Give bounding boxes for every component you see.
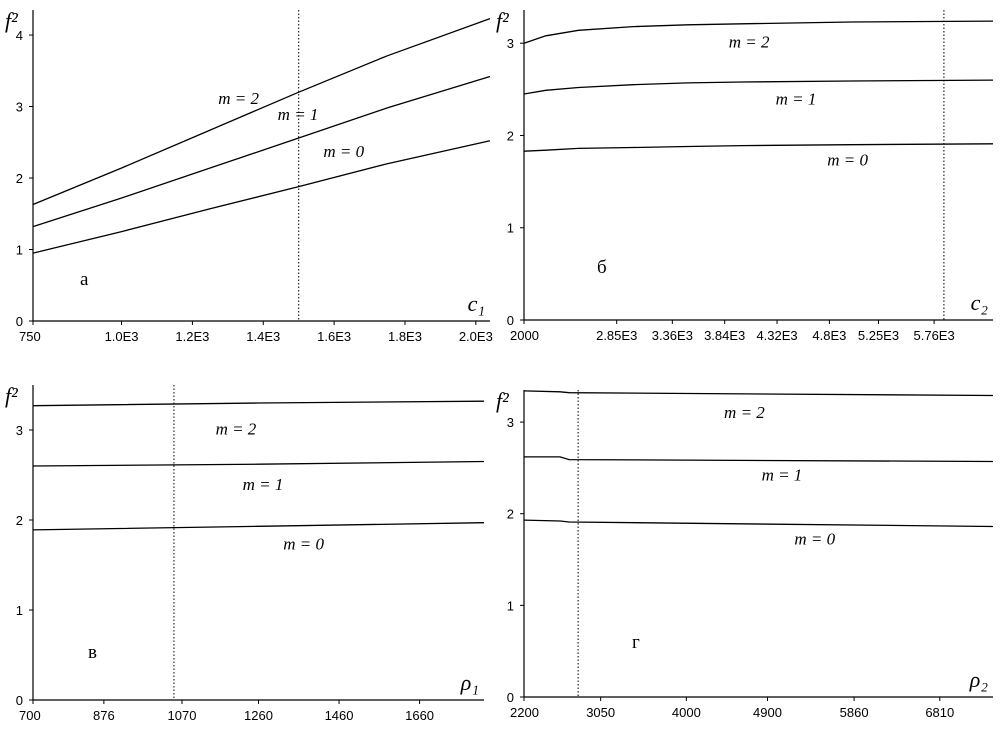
x-tick-label: 5.76E3 xyxy=(914,328,955,343)
x-axis-label: ρ₂ xyxy=(969,667,989,692)
x-tick-label: 876 xyxy=(93,708,115,723)
y-tick-label: 3 xyxy=(507,36,514,51)
x-tick-label: 1460 xyxy=(325,708,354,723)
panel-label: а xyxy=(80,269,89,290)
y-tick-label: 0 xyxy=(16,314,23,329)
y-tick-label: 0 xyxy=(507,690,514,705)
curve-label: m = 2 xyxy=(729,33,770,52)
x-tick-label: 3.36E3 xyxy=(652,328,693,343)
curve xyxy=(523,79,994,95)
x-tick-label: 1.2E3 xyxy=(175,329,209,344)
curve-label: m = 1 xyxy=(762,466,803,485)
curve xyxy=(32,75,491,228)
curve-label: m = 0 xyxy=(827,151,868,170)
curve-label: m = 0 xyxy=(283,535,324,554)
panel-label: б xyxy=(597,257,607,278)
y-tick-label: 3 xyxy=(16,423,23,438)
x-tick-label: 2.85E3 xyxy=(596,328,637,343)
x-tick-label: 2.0E3 xyxy=(459,329,493,344)
curve xyxy=(523,390,994,397)
y-axis-label: f² xyxy=(496,388,509,413)
x-tick-label: 4.8E3 xyxy=(812,328,846,343)
curve xyxy=(523,519,994,528)
curve xyxy=(32,522,485,531)
curve-label: m = 2 xyxy=(216,419,257,438)
x-tick-label: 5.25E3 xyxy=(858,328,899,343)
y-tick-label: 0 xyxy=(16,693,23,708)
curve xyxy=(523,20,994,44)
curve-label: m = 2 xyxy=(218,89,259,108)
x-tick-label: 2200 xyxy=(510,705,539,720)
x-axis-label: c₁ xyxy=(468,291,485,316)
x-tick-label: 4900 xyxy=(753,705,782,720)
x-tick-label: 1260 xyxy=(244,708,273,723)
curve-label: m = 1 xyxy=(776,90,817,109)
x-tick-label: 1070 xyxy=(168,708,197,723)
y-axis-label: f² xyxy=(5,8,18,33)
y-tick-label: 2 xyxy=(16,171,23,186)
y-tick-label: 2 xyxy=(16,513,23,528)
curve xyxy=(32,400,485,407)
x-tick-label: 2000 xyxy=(510,328,539,343)
x-tick-label: 1.6E3 xyxy=(317,329,351,344)
y-tick-label: 3 xyxy=(16,100,23,115)
y-tick-label: 4 xyxy=(16,28,23,43)
y-tick-label: 1 xyxy=(507,221,514,236)
x-tick-label: 4000 xyxy=(672,705,701,720)
panel-label: г xyxy=(632,632,640,653)
curve xyxy=(524,456,994,463)
y-tick-label: 1 xyxy=(507,598,514,613)
x-axis-label: c₂ xyxy=(971,290,989,315)
x-tick-label: 1.4E3 xyxy=(246,329,280,344)
y-tick-label: 1 xyxy=(16,603,23,618)
curve-label: m = 0 xyxy=(323,142,364,161)
x-tick-label: 1.8E3 xyxy=(388,329,422,344)
y-axis-label: f² xyxy=(5,383,18,408)
x-tick-label: 3.84E3 xyxy=(704,328,745,343)
x-tick-label: 700 xyxy=(19,708,41,723)
y-tick-label: 3 xyxy=(507,415,514,430)
x-tick-label: 6810 xyxy=(925,705,954,720)
x-tick-label: 5860 xyxy=(840,705,869,720)
curve-label: m = 2 xyxy=(724,403,765,422)
y-tick-label: 1 xyxy=(16,243,23,258)
curve xyxy=(32,460,485,467)
x-tick-label: 3050 xyxy=(586,705,615,720)
y-axis-label: f² xyxy=(496,8,509,33)
curve-label: m = 1 xyxy=(243,475,284,494)
x-tick-label: 750 xyxy=(19,329,41,344)
y-tick-label: 2 xyxy=(507,128,514,143)
y-tick-label: 2 xyxy=(507,507,514,522)
curve xyxy=(32,17,491,206)
curve xyxy=(523,143,994,152)
x-tick-label: 1.0E3 xyxy=(105,329,139,344)
curve xyxy=(32,140,491,254)
y-tick-label: 0 xyxy=(507,313,514,328)
curve-label: m = 0 xyxy=(794,530,835,549)
panel-label: в xyxy=(88,642,97,663)
curve-label: m = 1 xyxy=(278,105,319,124)
x-axis-label: ρ₁ xyxy=(460,670,479,695)
x-tick-label: 1660 xyxy=(405,708,434,723)
x-tick-label: 4.32E3 xyxy=(756,328,797,343)
